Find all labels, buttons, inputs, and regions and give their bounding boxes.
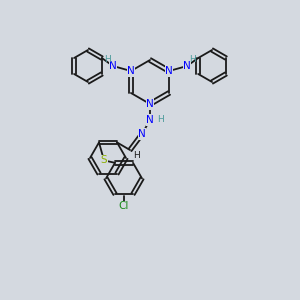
- Text: N: N: [146, 99, 154, 109]
- Text: N: N: [127, 66, 135, 76]
- Text: S: S: [101, 155, 107, 165]
- Text: N: N: [146, 115, 154, 125]
- Text: Cl: Cl: [119, 201, 129, 212]
- Text: H: H: [189, 56, 195, 64]
- Text: N: N: [109, 61, 117, 71]
- Text: N: N: [138, 129, 146, 139]
- Text: H: H: [105, 56, 111, 64]
- Text: H: H: [157, 116, 164, 124]
- Text: N: N: [183, 61, 191, 71]
- Text: N: N: [165, 66, 173, 76]
- Text: H: H: [134, 151, 140, 160]
